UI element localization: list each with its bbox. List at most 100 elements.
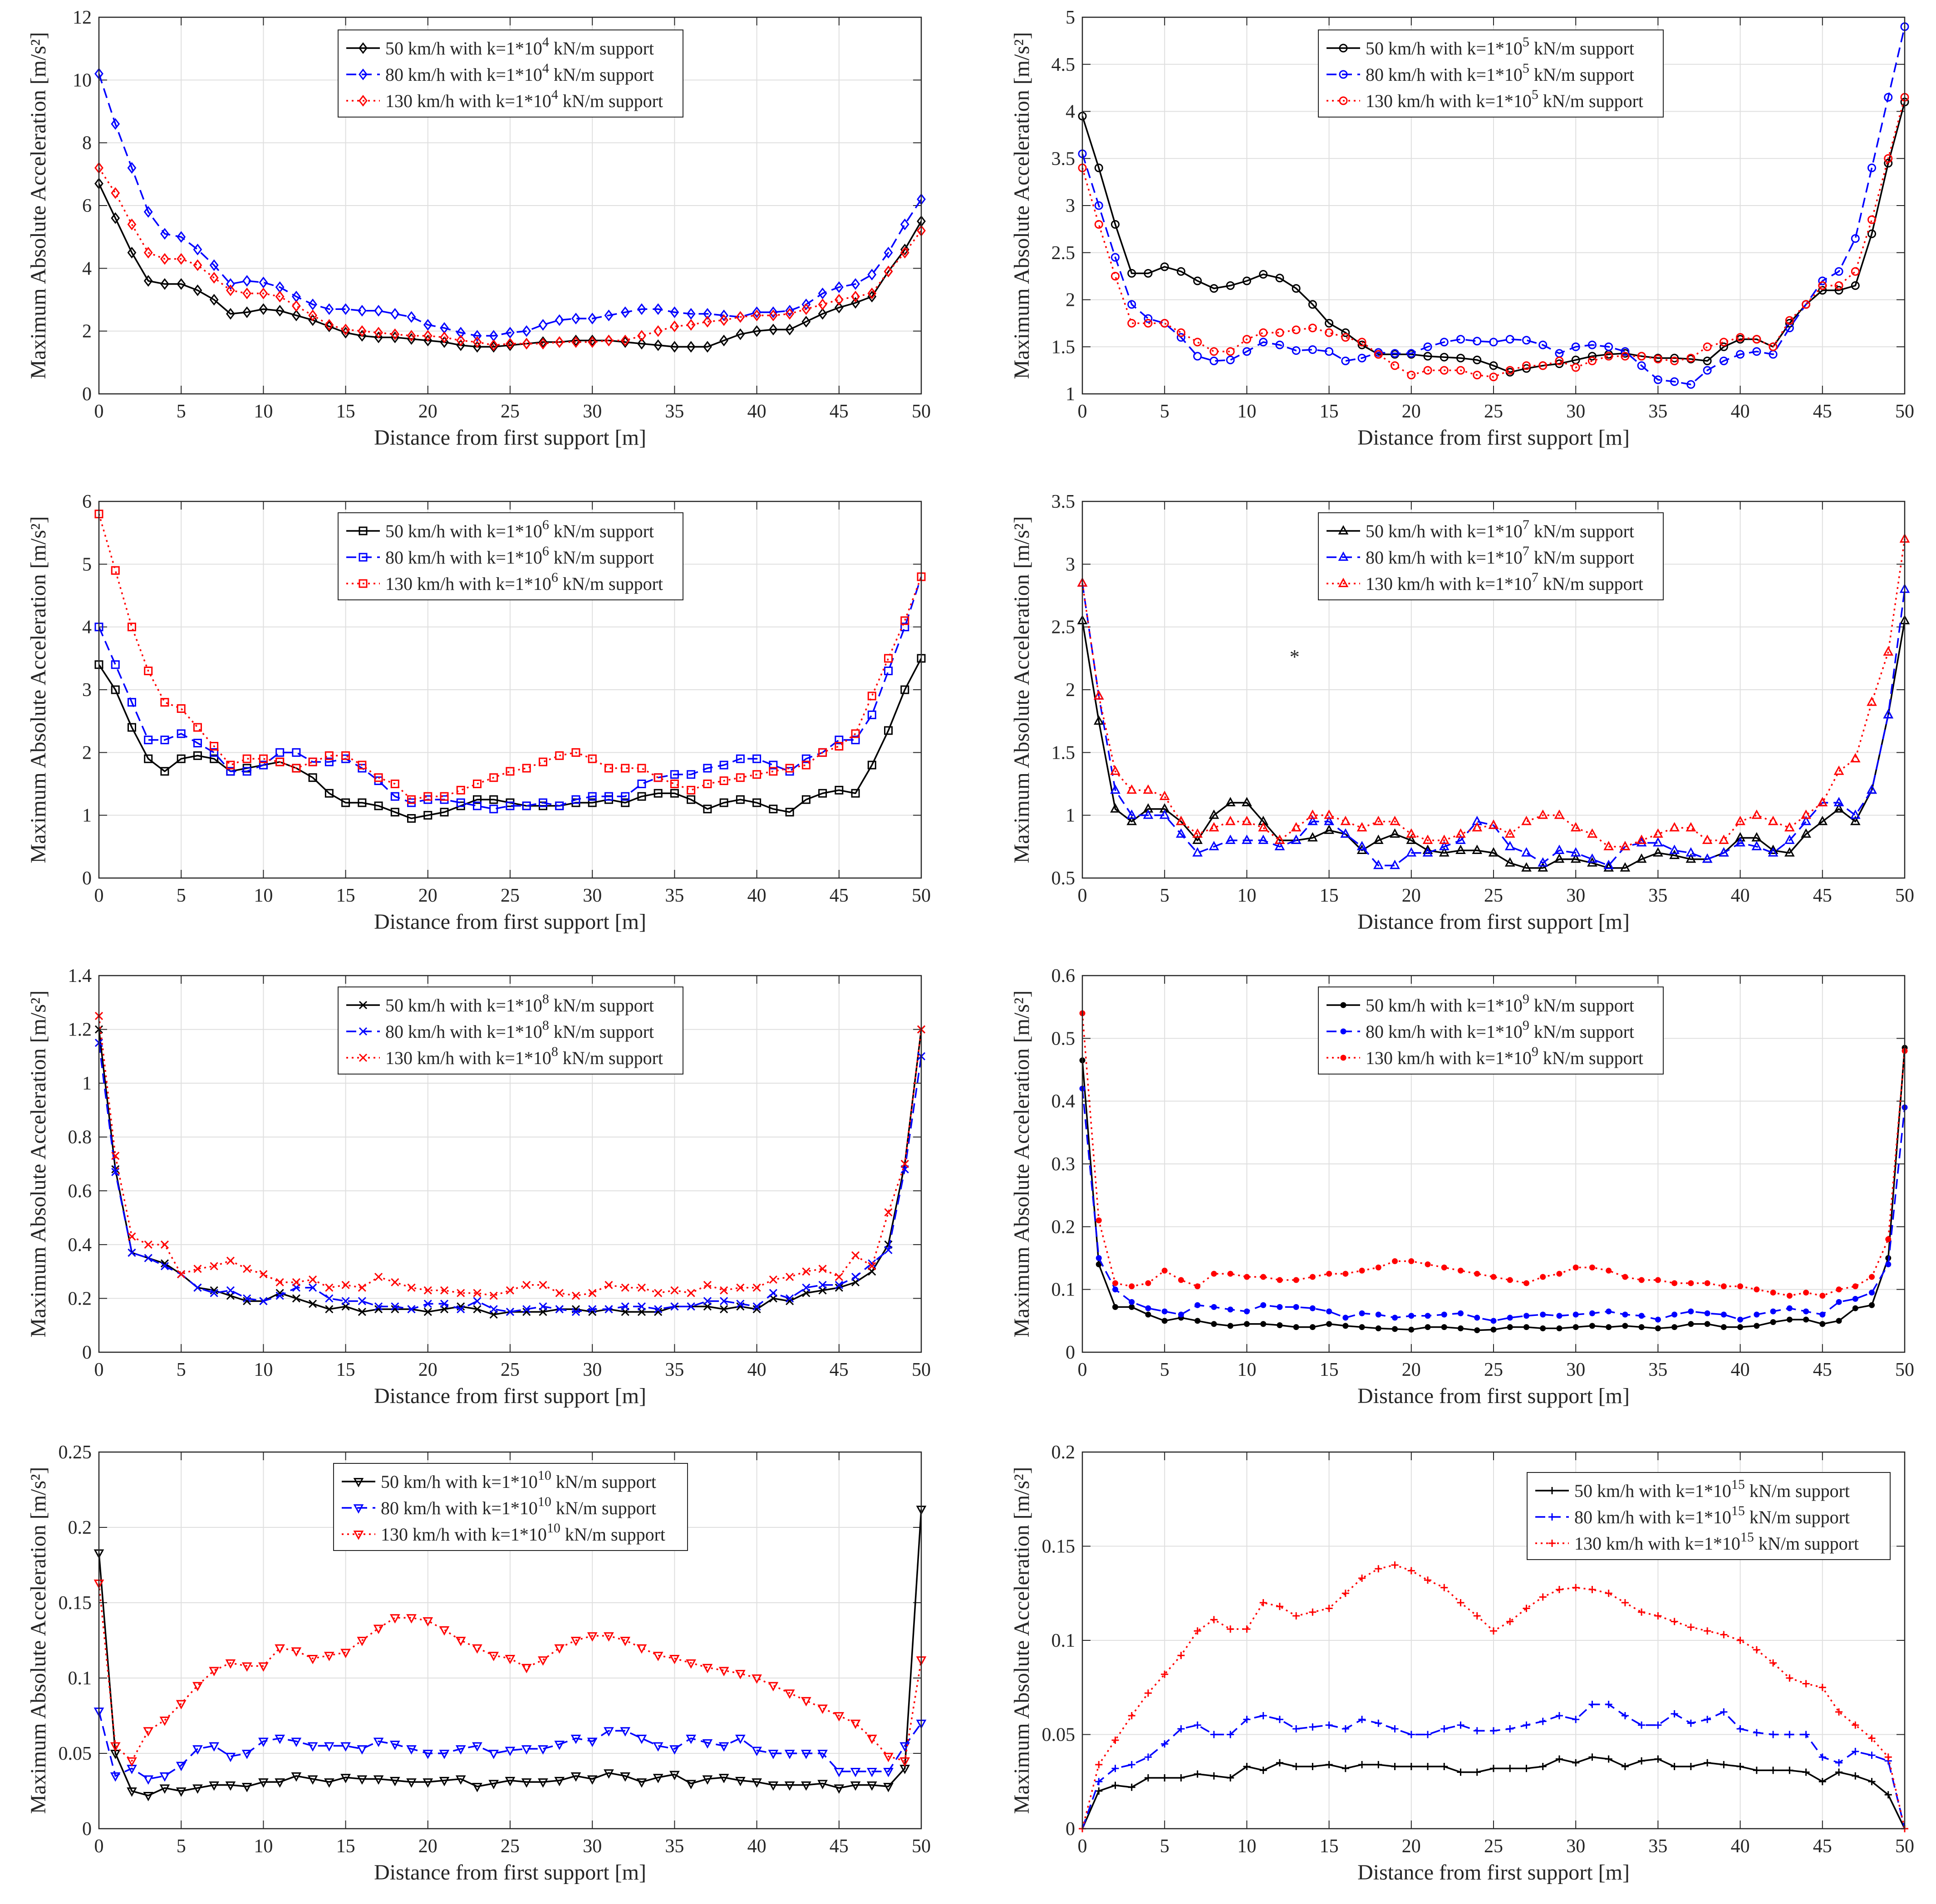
series-3: [94, 1011, 926, 1300]
data-point: [505, 1747, 516, 1757]
legend-speed: 130 km/h with k=1*10: [1366, 574, 1532, 594]
series-1: [94, 177, 926, 353]
data-point: [736, 1300, 745, 1308]
data-point: [1753, 1767, 1760, 1774]
data-point: [1589, 1264, 1595, 1271]
data-point: [143, 246, 153, 259]
data-point: [1587, 828, 1597, 838]
data-point: [538, 1745, 548, 1755]
legend-exponent: 10: [538, 1494, 551, 1509]
data-point: [374, 1272, 383, 1281]
data-point: [144, 1254, 152, 1262]
data-point: [1622, 1274, 1628, 1280]
data-point: [324, 1742, 334, 1752]
data-point: [538, 1656, 548, 1666]
data-point: [275, 748, 285, 757]
data-point: [1571, 342, 1580, 351]
legend-label: 50 km/h with k=1*104 kN/m support: [385, 34, 654, 59]
data-point: [687, 1302, 695, 1311]
data-point: [522, 338, 531, 350]
series-line: [98, 167, 922, 346]
y-tick-label: 0: [82, 1342, 92, 1363]
data-point: [357, 325, 367, 337]
data-point: [1326, 1308, 1332, 1315]
data-point: [718, 1667, 729, 1677]
y-axis-label: Maximum Absolute Acceleration [m/s²]: [26, 1467, 50, 1814]
data-point: [1309, 1723, 1317, 1731]
y-tick-label: 4: [1066, 102, 1075, 123]
data-point: [1161, 1318, 1168, 1324]
legend-unit: kN/m support: [549, 547, 654, 568]
data-point: [522, 764, 531, 773]
data-point: [1375, 1761, 1382, 1768]
data-point: [489, 339, 498, 351]
data-point: [736, 795, 745, 804]
data-point: [1819, 1321, 1826, 1327]
data-point: [406, 1778, 417, 1788]
data-point: [752, 306, 762, 319]
data-point: [1211, 1304, 1217, 1310]
data-point: [1753, 1729, 1760, 1737]
data-point: [1307, 809, 1318, 819]
data-point: [1833, 803, 1844, 813]
data-point: [1703, 366, 1712, 375]
data-point: [1835, 1759, 1843, 1767]
data-point: [1324, 824, 1334, 834]
data-point: [1556, 1271, 1563, 1277]
legend-marker: [1548, 1487, 1556, 1494]
data-point: [719, 314, 729, 326]
legend-speed: 130 km/h with k=1*10: [385, 574, 551, 594]
data-point: [554, 1776, 565, 1786]
data-point: [357, 304, 367, 317]
data-point: [1538, 361, 1548, 370]
legend-speed: 50 km/h with k=1*10: [385, 521, 542, 541]
data-point: [588, 334, 597, 347]
data-point: [373, 1775, 384, 1785]
data-point: [407, 330, 416, 342]
data-point: [1159, 809, 1170, 819]
data-point: [143, 1775, 154, 1785]
data-point: [1274, 834, 1285, 844]
data-point: [1293, 1324, 1299, 1330]
y-tick-label: 6: [82, 196, 92, 216]
data-point: [177, 704, 186, 713]
data-point: [1308, 300, 1317, 309]
data-point: [1176, 267, 1185, 276]
x-tick-label: 5: [1160, 1359, 1169, 1380]
data-point: [1834, 286, 1843, 295]
data-point: [144, 1240, 152, 1249]
data-point: [159, 1784, 170, 1794]
legend-exponent: 6: [551, 570, 558, 585]
data-point: [1292, 1725, 1300, 1733]
data-point: [292, 1278, 300, 1286]
data-point: [786, 1272, 794, 1281]
data-point: [1785, 316, 1794, 325]
data-point: [1490, 1727, 1497, 1735]
legend-box: [1318, 29, 1664, 118]
data-point: [226, 284, 235, 296]
data-point: [654, 1289, 663, 1297]
data-point: [111, 1168, 120, 1176]
data-point: [1819, 1293, 1826, 1299]
data-point: [1129, 1283, 1135, 1290]
data-point: [1161, 1267, 1168, 1274]
data-point: [801, 761, 811, 770]
data-point: [193, 1283, 202, 1292]
data-point: [1587, 853, 1597, 863]
legend-label: 50 km/h with k=1*107 kN/m support: [1366, 517, 1634, 541]
data-point: [1768, 844, 1779, 854]
data-point: [620, 1772, 631, 1782]
data-point: [1521, 862, 1532, 872]
data-point: [1274, 841, 1285, 850]
data-point: [1473, 1768, 1481, 1776]
data-point: [1357, 340, 1366, 349]
data-point: [439, 1626, 450, 1636]
axes-box: [98, 975, 922, 1353]
data-point: [1390, 859, 1400, 869]
chart-panel-6: 0 5 10 15 20 25 30 35 40 45 50 0 0.1 0.2 0.3 0.4 0.5 0.6 D…: [1010, 966, 1914, 1408]
data-point: [177, 278, 186, 290]
data-point: [867, 761, 876, 770]
data-point: [1340, 815, 1351, 825]
x-tick-label: 35: [1648, 885, 1667, 906]
